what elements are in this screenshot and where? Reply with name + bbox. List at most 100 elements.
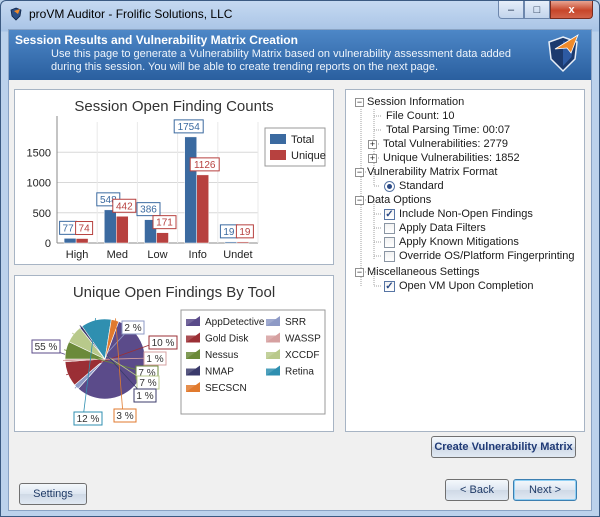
pie-label: 7 %	[138, 368, 155, 379]
maximize-button[interactable]: □	[524, 1, 550, 19]
tree-node-matrix-format[interactable]: − Vulnerability Matrix Format	[355, 165, 497, 179]
legend-label: AppDetective	[205, 317, 265, 328]
checkbox-unchecked-icon[interactable]	[384, 222, 395, 234]
data-label: 442	[116, 201, 133, 212]
app-shield-icon	[10, 7, 22, 21]
file-count-label: File Count: 10	[386, 110, 455, 122]
checkbox-unchecked-icon[interactable]	[384, 236, 395, 248]
checkbox-unchecked-icon[interactable]	[384, 250, 395, 262]
create-vulnerability-matrix-button[interactable]: Create Vulnerability Matrix	[431, 436, 576, 458]
legend-label: SRR	[285, 317, 306, 328]
legend-swatch-fill	[186, 385, 200, 392]
pie-chart-panel: Unique Open Findings By Tool 55 % 2 % 10 %…	[14, 275, 334, 432]
back-button[interactable]: < Back	[445, 479, 509, 501]
tree-item-file-count[interactable]: File Count: 10	[386, 109, 454, 123]
pie-label: 12 %	[77, 414, 100, 425]
legend-swatch-fill	[266, 319, 280, 326]
legend-label: SECSCN	[205, 383, 247, 394]
checkbox-apply-known-mitigations[interactable]: Apply Known Mitigations	[384, 235, 519, 249]
collapse-icon[interactable]: −	[355, 166, 364, 177]
radio-selected-icon[interactable]	[384, 180, 395, 192]
y-tick-label: 0	[45, 238, 51, 250]
bar-legend: Total Unique	[264, 127, 326, 167]
legend-swatch-fill	[186, 335, 200, 343]
expand-icon[interactable]: +	[368, 138, 377, 149]
parsing-time-label: Total Parsing Time: 00:07	[386, 124, 511, 136]
collapse-icon[interactable]: −	[355, 266, 364, 277]
bar	[224, 241, 238, 244]
unique-vulnerabilities-label: Unique Vulnerabilities: 1852	[383, 152, 520, 164]
legend-swatch-fill	[266, 368, 280, 376]
bar	[104, 209, 117, 244]
checkbox-checked-icon[interactable]: ✓	[384, 280, 395, 292]
legend-swatch-fill	[266, 352, 280, 359]
pie-legend: AppDetective SRR Gold Disk WASSP Nessus XCCDF…	[180, 309, 326, 415]
expand-icon[interactable]: +	[368, 152, 377, 163]
tree-node-misc-settings[interactable]: − Miscellaneous Settings	[355, 265, 480, 279]
x-tick-label: Med	[107, 249, 128, 261]
collapse-icon[interactable]: −	[355, 96, 364, 107]
settings-button[interactable]: Settings	[19, 483, 87, 505]
pie-leader-line	[82, 318, 96, 419]
apply-data-filters-label: Apply Data Filters	[399, 222, 486, 234]
options-tree[interactable]: − Session Information File Count: 10 Tot…	[345, 89, 585, 432]
legend-label: Gold Disk	[205, 334, 249, 345]
data-label-box	[112, 198, 137, 213]
x-tick-label: Info	[189, 249, 207, 261]
window-title: proVM Auditor - Frolific Solutions, LLC	[29, 7, 233, 21]
data-label-box	[189, 157, 220, 172]
data-label: 386	[140, 205, 157, 216]
pie-label: 55 %	[35, 342, 58, 353]
legend-label: WASSP	[285, 334, 321, 345]
minimize-button[interactable]: –	[498, 1, 524, 19]
legend-label: NMAP	[205, 367, 234, 378]
tree-label-misc-settings: Miscellaneous Settings	[367, 266, 480, 278]
data-label-box	[235, 224, 254, 239]
pie-leader-line	[63, 349, 146, 373]
legend-swatch-fill	[186, 368, 200, 376]
y-tick-label: 1500	[27, 147, 51, 159]
tree-node-data-options[interactable]: − Data Options	[355, 193, 431, 207]
pie-label: 2 %	[124, 323, 141, 334]
tree-label-matrix-format: Vulnerability Matrix Format	[367, 166, 498, 178]
next-button[interactable]: Next >	[513, 479, 577, 501]
pie-label: 1 %	[146, 354, 163, 365]
close-button[interactable]: x	[550, 1, 593, 19]
data-label-box	[173, 119, 204, 134]
x-tick-label: Low	[147, 249, 167, 261]
checkbox-checked-icon[interactable]: ✓	[384, 208, 395, 220]
page-description: Use this page to generate a Vulnerabilit…	[51, 48, 512, 73]
apply-known-mitigations-label: Apply Known Mitigations	[399, 236, 519, 248]
pie-label-box	[143, 351, 167, 366]
collapse-icon[interactable]: −	[355, 194, 364, 205]
bar	[156, 232, 169, 244]
legend-box	[180, 309, 326, 415]
legend-swatch	[270, 134, 286, 144]
checkbox-open-vm[interactable]: ✓ Open VM Upon Completion	[384, 279, 534, 293]
legend-swatch	[270, 150, 286, 160]
checkbox-override-os[interactable]: Override OS/Platform Fingerprinting	[384, 249, 574, 263]
tree-node-unique-vulnerabilities[interactable]: + Unique Vulnerabilities: 1852	[368, 151, 520, 165]
bar	[184, 136, 197, 244]
checkbox-apply-data-filters[interactable]: Apply Data Filters	[384, 221, 486, 235]
tree-node-total-vulnerabilities[interactable]: + Total Vulnerabilities: 2779	[368, 137, 508, 151]
checkbox-include-non-open[interactable]: ✓ Include Non-Open Findings	[384, 207, 533, 221]
bar	[236, 241, 250, 244]
radio-standard[interactable]: Standard	[384, 179, 444, 193]
legend-label: Retina	[285, 367, 314, 378]
legend-label: XCCDF	[285, 350, 319, 361]
legend-label: Nessus	[205, 350, 238, 361]
tree-item-parsing-time[interactable]: Total Parsing Time: 00:07	[386, 123, 510, 137]
x-tick-label: High	[66, 249, 89, 261]
page-title: Session Results and Vulnerability Matrix…	[15, 33, 298, 47]
open-vm-label: Open VM Upon Completion	[399, 280, 534, 292]
legend-swatch-fill	[186, 352, 200, 359]
standard-label: Standard	[399, 180, 444, 192]
data-label: 171	[156, 218, 173, 229]
tree-node-session-information[interactable]: − Session Information	[355, 95, 464, 109]
data-label-box	[75, 221, 94, 236]
title-bar[interactable]: proVM Auditor - Frolific Solutions, LLC …	[1, 1, 599, 27]
tree-label-data-options: Data Options	[367, 194, 432, 206]
